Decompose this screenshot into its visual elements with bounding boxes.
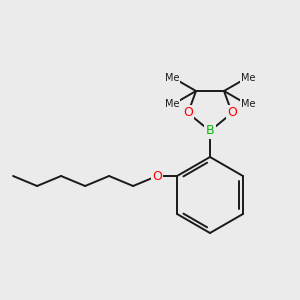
Text: Me: Me — [241, 73, 255, 83]
Text: O: O — [152, 169, 162, 182]
Text: Me: Me — [165, 73, 179, 83]
Text: O: O — [183, 106, 193, 119]
Text: Me: Me — [241, 99, 255, 109]
Text: O: O — [227, 106, 237, 119]
Text: B: B — [206, 124, 214, 137]
Text: Me: Me — [165, 99, 179, 109]
